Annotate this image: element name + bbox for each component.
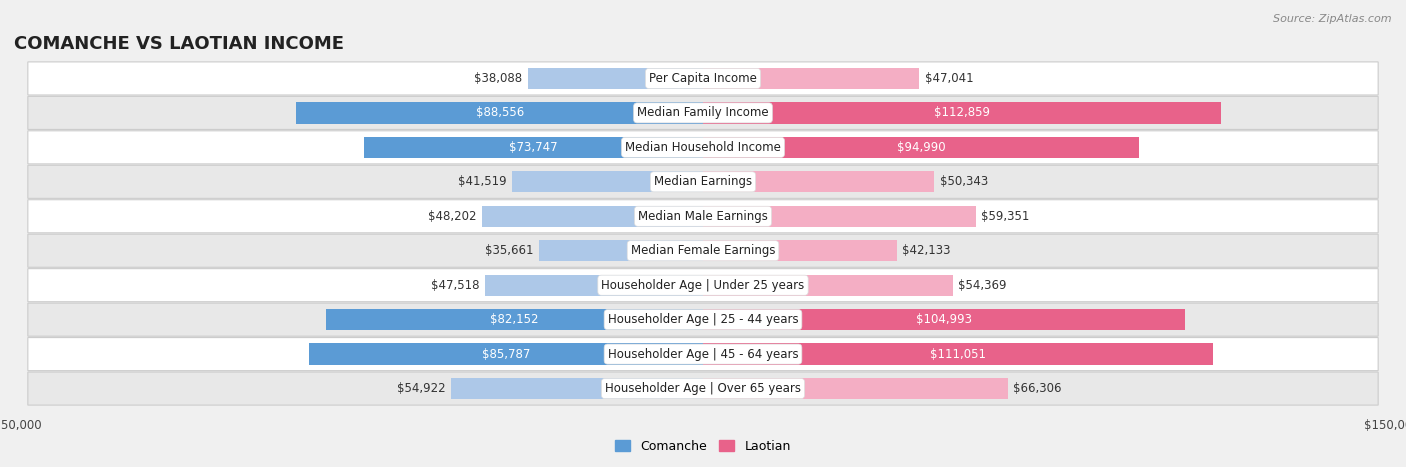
- Text: $41,519: $41,519: [458, 175, 506, 188]
- Text: Median Male Earnings: Median Male Earnings: [638, 210, 768, 223]
- Text: $54,369: $54,369: [959, 279, 1007, 292]
- Bar: [326, 309, 703, 330]
- Text: $54,922: $54,922: [396, 382, 446, 395]
- FancyBboxPatch shape: [28, 96, 1378, 129]
- FancyBboxPatch shape: [28, 62, 1378, 95]
- Text: $38,088: $38,088: [474, 72, 523, 85]
- Bar: [512, 171, 703, 192]
- Bar: [485, 275, 703, 296]
- Text: $111,051: $111,051: [929, 347, 986, 361]
- Bar: [540, 240, 703, 262]
- Bar: [703, 240, 897, 262]
- FancyBboxPatch shape: [28, 165, 1378, 198]
- Bar: [703, 171, 934, 192]
- Text: $73,747: $73,747: [509, 141, 558, 154]
- Text: $42,133: $42,133: [903, 244, 950, 257]
- FancyBboxPatch shape: [28, 338, 1378, 371]
- Bar: [703, 343, 1213, 365]
- Bar: [703, 309, 1185, 330]
- Text: Median Family Income: Median Family Income: [637, 106, 769, 120]
- Bar: [703, 68, 920, 89]
- Bar: [309, 343, 703, 365]
- Bar: [529, 68, 703, 89]
- Text: $50,343: $50,343: [939, 175, 988, 188]
- Text: $94,990: $94,990: [897, 141, 945, 154]
- Text: $59,351: $59,351: [981, 210, 1029, 223]
- Text: Median Earnings: Median Earnings: [654, 175, 752, 188]
- Text: Per Capita Income: Per Capita Income: [650, 72, 756, 85]
- Bar: [703, 205, 976, 227]
- FancyBboxPatch shape: [28, 269, 1378, 302]
- FancyBboxPatch shape: [28, 303, 1378, 336]
- Bar: [703, 275, 953, 296]
- Bar: [297, 102, 703, 124]
- Text: $82,152: $82,152: [491, 313, 538, 326]
- Text: COMANCHE VS LAOTIAN INCOME: COMANCHE VS LAOTIAN INCOME: [14, 35, 344, 53]
- Text: $35,661: $35,661: [485, 244, 534, 257]
- Text: $112,859: $112,859: [934, 106, 990, 120]
- Text: $88,556: $88,556: [475, 106, 524, 120]
- Bar: [703, 378, 1008, 399]
- Text: Householder Age | Over 65 years: Householder Age | Over 65 years: [605, 382, 801, 395]
- Text: Source: ZipAtlas.com: Source: ZipAtlas.com: [1274, 14, 1392, 24]
- Text: $47,518: $47,518: [430, 279, 479, 292]
- Bar: [703, 102, 1222, 124]
- Text: Median Female Earnings: Median Female Earnings: [631, 244, 775, 257]
- Text: Householder Age | 25 - 44 years: Householder Age | 25 - 44 years: [607, 313, 799, 326]
- Text: Householder Age | Under 25 years: Householder Age | Under 25 years: [602, 279, 804, 292]
- Legend: Comanche, Laotian: Comanche, Laotian: [610, 435, 796, 458]
- Text: $104,993: $104,993: [917, 313, 972, 326]
- Bar: [703, 137, 1139, 158]
- Bar: [451, 378, 703, 399]
- FancyBboxPatch shape: [28, 200, 1378, 233]
- FancyBboxPatch shape: [28, 234, 1378, 267]
- Bar: [482, 205, 703, 227]
- Text: Median Household Income: Median Household Income: [626, 141, 780, 154]
- Text: $48,202: $48,202: [427, 210, 477, 223]
- FancyBboxPatch shape: [28, 131, 1378, 164]
- Bar: [364, 137, 703, 158]
- Text: $47,041: $47,041: [925, 72, 973, 85]
- Text: $85,787: $85,787: [482, 347, 530, 361]
- FancyBboxPatch shape: [28, 372, 1378, 405]
- Text: Householder Age | 45 - 64 years: Householder Age | 45 - 64 years: [607, 347, 799, 361]
- Text: $66,306: $66,306: [1014, 382, 1062, 395]
